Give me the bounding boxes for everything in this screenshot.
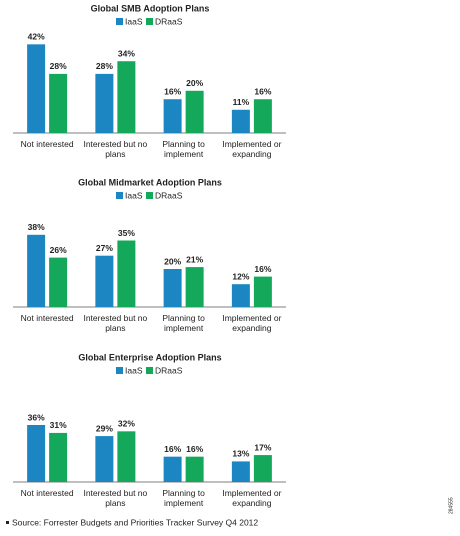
value-label: 28% xyxy=(50,61,67,71)
bar xyxy=(27,234,46,307)
legend-swatch xyxy=(146,18,153,25)
source: Source: Forrester Budgets and Priorities… xyxy=(12,517,258,527)
bar xyxy=(27,425,46,482)
legend-swatch xyxy=(116,367,123,374)
bar xyxy=(163,269,182,307)
x-tick-label: Interested but no plans xyxy=(83,313,147,333)
bar xyxy=(185,267,204,307)
bar xyxy=(253,455,272,482)
bar xyxy=(95,73,114,133)
value-label: 20% xyxy=(186,78,203,88)
value-label: 12% xyxy=(232,271,249,281)
bar xyxy=(231,461,250,482)
bar xyxy=(253,276,272,307)
value-label: 17% xyxy=(254,442,271,452)
bar xyxy=(163,99,182,133)
value-label: 27% xyxy=(96,243,113,253)
value-label: 32% xyxy=(118,419,135,429)
value-label: 26% xyxy=(50,245,67,255)
bar xyxy=(95,255,114,307)
bar xyxy=(185,90,204,133)
legend-swatch xyxy=(116,18,123,25)
bar xyxy=(185,456,204,482)
bar xyxy=(49,73,68,133)
value-label: 34% xyxy=(118,48,135,58)
legend-label: IaaS xyxy=(125,365,143,375)
bar xyxy=(117,240,136,307)
x-tick-label: Implemented or expanding xyxy=(222,139,281,159)
bar xyxy=(27,44,46,134)
value-label: 28% xyxy=(96,61,113,71)
legend-swatch xyxy=(116,192,123,199)
legend-swatch xyxy=(146,367,153,374)
value-label: 35% xyxy=(118,228,135,238)
x-tick-label: Planning to implement xyxy=(162,139,205,159)
bullet xyxy=(6,521,9,524)
value-label: 16% xyxy=(254,86,271,96)
legend-label: IaaS xyxy=(125,16,143,26)
x-tick-label: Not interested xyxy=(21,488,74,498)
value-label: 11% xyxy=(233,97,250,107)
chart-title: Global Midmarket Adoption Plans xyxy=(78,177,222,187)
value-label: 21% xyxy=(186,254,203,264)
legend-label: IaaS xyxy=(125,190,143,200)
bar xyxy=(231,109,250,133)
value-label: 16% xyxy=(164,86,181,96)
x-tick-label: Not interested xyxy=(21,139,74,149)
legend-label: DRaaS xyxy=(155,16,183,26)
value-label: 16% xyxy=(186,444,203,454)
figure-id: 284555 xyxy=(448,497,454,514)
bar xyxy=(117,431,136,482)
value-label: 13% xyxy=(232,449,249,459)
legend-label: DRaaS xyxy=(155,190,183,200)
value-label: 29% xyxy=(96,423,113,433)
value-label: 36% xyxy=(28,412,45,422)
legend-label: DRaaS xyxy=(155,365,183,375)
bar xyxy=(49,257,68,307)
bar xyxy=(117,61,136,133)
bar xyxy=(231,284,250,307)
bar xyxy=(95,436,114,482)
value-label: 42% xyxy=(28,32,45,42)
bar xyxy=(163,456,182,482)
chart-title: Global SMB Adoption Plans xyxy=(91,3,210,13)
legend-swatch xyxy=(146,192,153,199)
value-label: 38% xyxy=(28,222,45,232)
chart-title: Global Enterprise Adoption Plans xyxy=(78,352,221,362)
x-tick-label: Interested but no plans xyxy=(83,139,147,159)
x-tick-label: Implemented or expanding xyxy=(222,488,281,508)
x-tick-label: Not interested xyxy=(21,313,74,323)
bar xyxy=(253,99,272,133)
x-tick-label: Planning to implement xyxy=(162,313,205,333)
value-label: 20% xyxy=(164,256,181,266)
x-tick-label: Implemented or expanding xyxy=(222,313,281,333)
bar xyxy=(49,432,68,482)
value-label: 16% xyxy=(164,444,181,454)
x-tick-label: Interested but no plans xyxy=(83,488,147,508)
value-label: 16% xyxy=(254,264,271,274)
x-tick-label: Planning to implement xyxy=(162,488,205,508)
value-label: 31% xyxy=(50,420,67,430)
